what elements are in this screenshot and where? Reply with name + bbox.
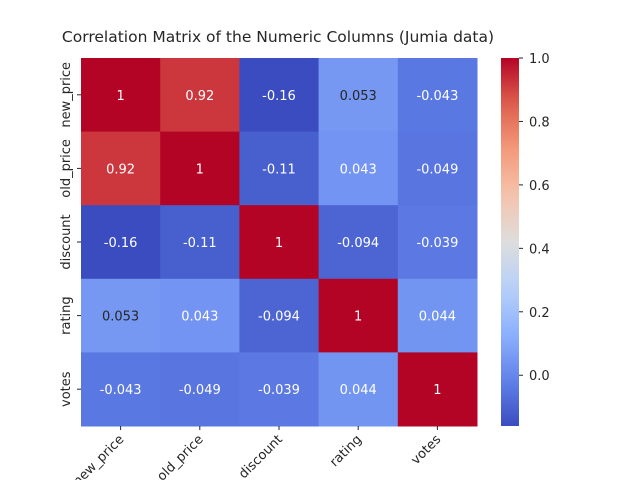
heatmap-cell-4-2 [239,352,320,427]
cell-label-3-2: -0.094 [258,310,300,325]
cell-label-1-2: -0.11 [262,162,296,177]
cell-label-4-1: -0.049 [179,383,221,398]
colorbar-tick-label-3: 0.6 [529,179,550,194]
colorbar-ticks: 0.0 0.2 0.4 0.6 0.8 1.0 [519,52,550,384]
heatmap-cell-3-0 [81,278,161,353]
x-tick-label-4: votes [409,432,445,468]
colorbar-tick-label-4: 0.8 [529,115,550,130]
cell-label-4-3: 0.044 [340,383,377,398]
x-tick-label-3: rating [327,432,365,470]
heatmap-cell-2-1 [160,205,240,280]
y-tick-label-2: discount [59,214,74,269]
cell-label-2-0: -0.16 [104,236,138,251]
colorbar [501,58,519,426]
cell-label-1-1: 1 [196,162,204,177]
cell-label-1-0: 0.92 [106,162,135,177]
heatmap-cell-2-3 [318,205,399,280]
heatmap-cell-1-1 [160,131,240,206]
cell-label-2-1: -0.11 [183,236,217,251]
heatmap-cell-4-3 [318,352,399,427]
heatmap-cell-2-4 [397,205,478,280]
y-tick-labels: new_price old_price discount rating votes [59,62,81,407]
heatmap-cell-0-2 [239,58,320,133]
heatmap-cell-2-0 [81,205,161,280]
heatmap-cells: 1 0.92 -0.16 0.053 -0.043 0.92 1 -0.11 0.043 -0.0… [81,58,478,427]
y-tick-label-1: old_price [59,139,74,198]
heatmap-cell-3-3 [318,278,399,353]
heatmap-cell-3-1 [160,278,240,353]
cell-label-1-4: -0.049 [416,162,458,177]
heatmap-cell-1-2 [239,131,320,206]
heatmap-cell-4-0 [81,352,161,427]
cell-label-2-2: 1 [275,236,283,251]
colorbar-tick-label-0: 0.0 [529,369,550,384]
cell-label-0-1: 0.92 [185,89,214,104]
colorbar-tick-label-1: 0.2 [529,306,550,321]
x-tick-labels: new_price old_price discount rating votes [70,426,444,480]
colorbar-tick-label-2: 0.4 [529,242,550,257]
colorbar-tick-label-5: 1.0 [529,52,550,67]
x-tick-label-1: old_price [155,432,207,480]
heatmap-cell-2-2 [239,205,320,280]
heatmap-cell-1-0 [81,131,161,206]
cell-label-0-3: 0.053 [340,89,377,104]
heatmap-cell-4-4 [397,352,478,427]
cell-label-0-2: -0.16 [262,89,296,104]
cell-label-2-4: -0.039 [416,236,458,251]
cell-label-3-4: 0.044 [419,310,456,325]
cell-label-1-3: 0.043 [340,162,377,177]
x-tick-label-0: new_price [70,432,127,480]
y-tick-label-0: new_price [59,62,74,128]
heatmap-cell-3-4 [397,278,478,353]
heatmap-cell-0-0 [81,58,161,133]
cell-label-0-4: -0.043 [416,89,458,104]
heatmap-cell-1-3 [318,131,399,206]
heatmap-cell-0-4 [397,58,478,133]
cell-label-3-0: 0.053 [102,310,139,325]
heatmap-cell-0-1 [160,58,240,133]
heatmap-cell-3-2 [239,278,320,353]
y-tick-label-4: votes [59,371,74,407]
cell-label-4-4: 1 [433,383,441,398]
cell-label-3-1: 0.043 [181,310,218,325]
heatmap-cell-4-1 [160,352,240,427]
x-tick-label-2: discount [236,432,286,480]
cell-label-4-2: -0.039 [258,383,300,398]
cell-label-4-0: -0.043 [100,383,142,398]
y-tick-label-3: rating [59,296,74,335]
heatmap-cell-0-3 [318,58,399,133]
chart-title: Correlation Matrix of the Numeric Column… [62,28,494,46]
cell-label-2-3: -0.094 [337,236,379,251]
heatmap-cell-1-4 [397,131,478,206]
cell-label-3-3: 1 [354,310,362,325]
cell-label-0-0: 1 [116,89,124,104]
